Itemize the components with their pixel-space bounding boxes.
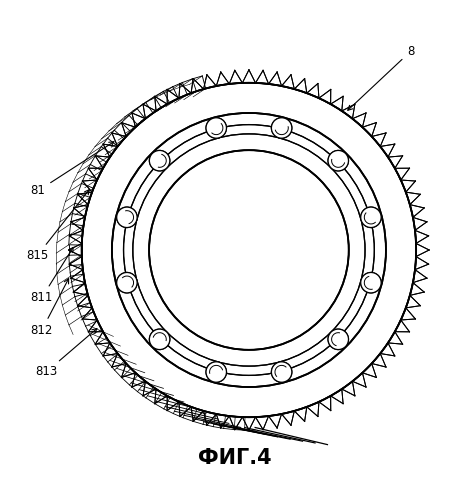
Text: 813: 813 [35,328,97,378]
Text: 81: 81 [31,142,114,198]
Circle shape [117,207,137,228]
Circle shape [117,272,137,293]
Circle shape [206,362,227,382]
Circle shape [361,207,381,228]
Text: 812: 812 [31,278,69,336]
Text: 8: 8 [348,45,414,110]
Circle shape [361,272,381,293]
Text: ФИГ.4: ФИГ.4 [198,448,272,468]
Circle shape [206,118,227,138]
Circle shape [361,272,381,293]
Circle shape [328,329,348,349]
Circle shape [117,207,137,228]
Circle shape [328,329,348,349]
Circle shape [149,329,170,349]
Circle shape [271,118,292,138]
Circle shape [328,150,348,171]
Circle shape [113,114,385,386]
Circle shape [206,118,227,138]
Circle shape [149,150,170,171]
Circle shape [271,362,292,382]
Circle shape [361,207,381,228]
Circle shape [271,362,292,382]
Circle shape [206,362,227,382]
Text: 815: 815 [26,190,89,262]
Circle shape [68,69,430,431]
Circle shape [271,118,292,138]
Circle shape [117,272,137,293]
Circle shape [149,329,170,349]
Circle shape [328,150,348,171]
Circle shape [149,150,170,171]
Text: 811: 811 [31,248,73,304]
